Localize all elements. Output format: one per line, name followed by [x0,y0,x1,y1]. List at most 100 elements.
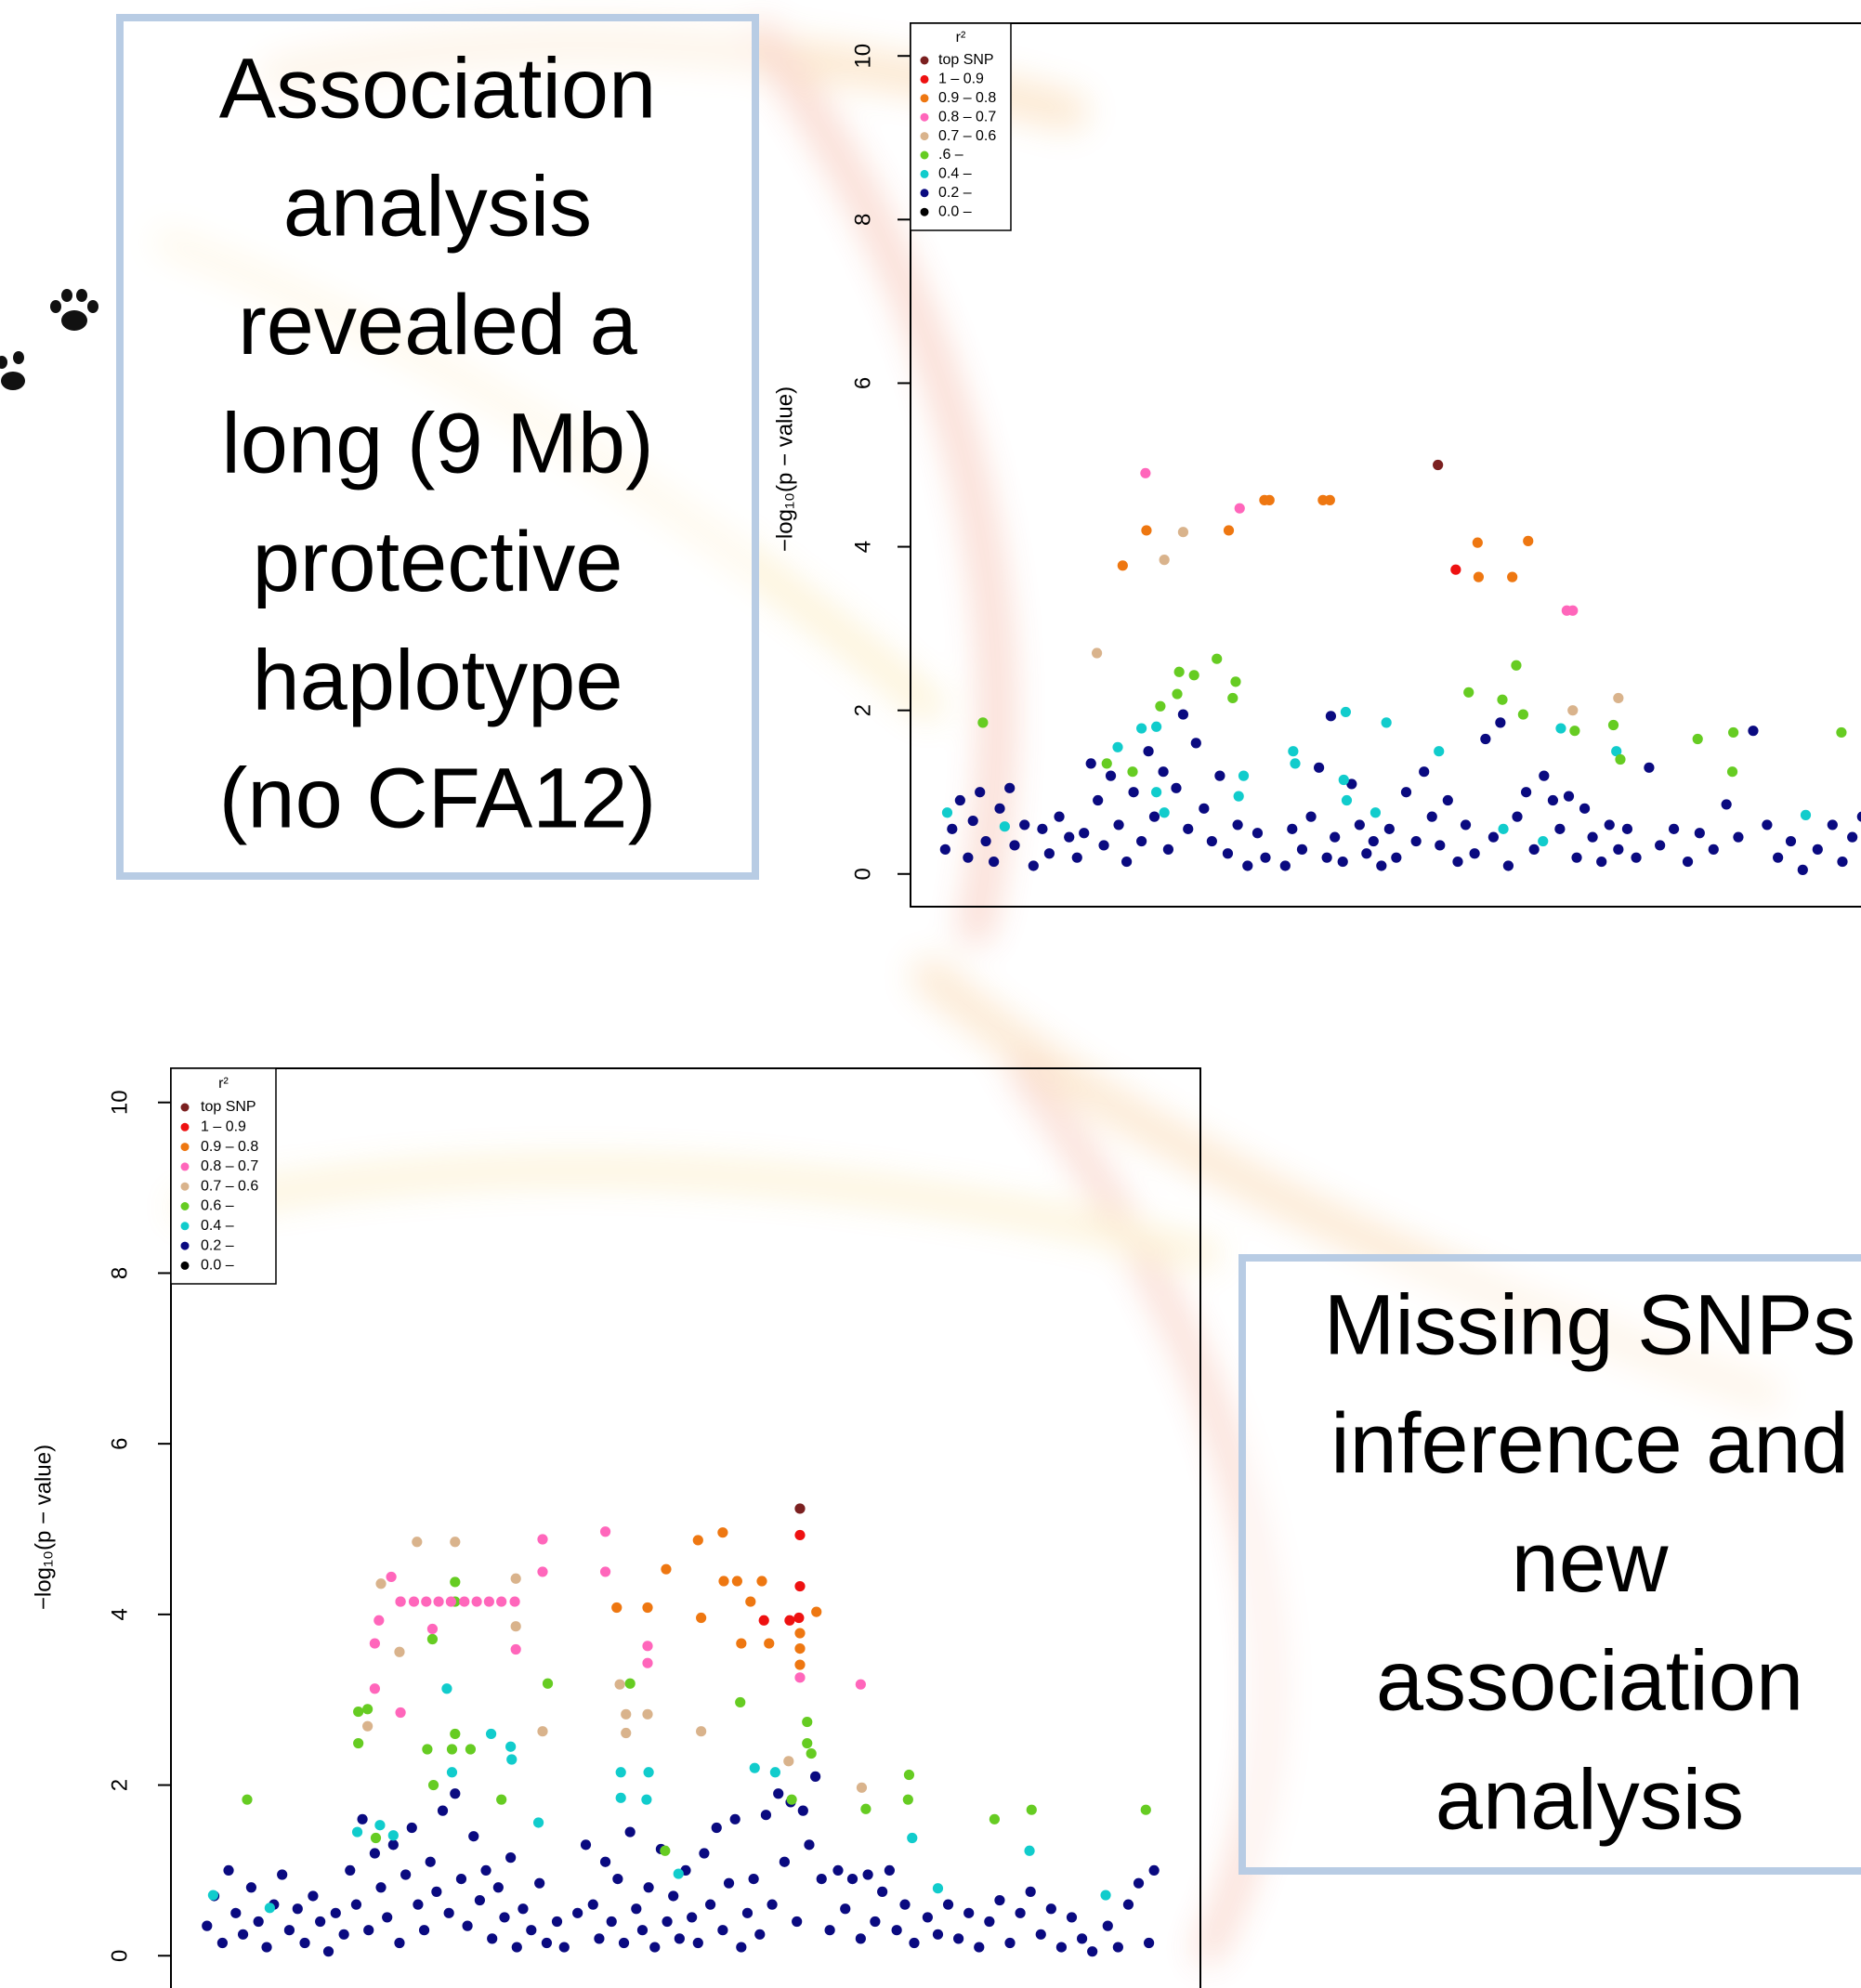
data-point [1668,823,1680,834]
data-point [1435,840,1446,851]
data-point [345,1864,356,1877]
data-point [618,1937,630,1949]
legend-label: top SNP [938,52,994,68]
data-point [1279,860,1291,871]
data-point [455,1873,467,1885]
data-point [1837,856,1848,868]
data-point [1158,766,1169,778]
data-point [1133,1877,1145,1889]
data-point [662,1916,673,1928]
data-point [1136,723,1147,734]
data-point [642,1641,653,1652]
data-point [1159,807,1170,818]
data-point [1141,525,1152,536]
data-point [1117,560,1128,571]
legend-label: 0.8 – 0.7 [938,109,996,124]
data-point [1621,823,1633,834]
data-point [1015,1907,1026,1918]
data-point [718,1576,729,1587]
data-point [537,1566,548,1577]
y-tick-label: 8 [850,214,875,226]
text-box [116,14,759,880]
data-point [277,1869,288,1880]
data-point [1521,787,1532,798]
data-point [1214,770,1225,781]
data-point [1004,782,1016,793]
data-point [668,1890,679,1902]
data-point [541,1937,553,1949]
y-axis-label: −log₁₀(p − value) [31,1445,56,1610]
data-point [862,1869,873,1880]
data-point [1199,803,1210,814]
data-point [587,1899,598,1910]
data-point [846,1873,858,1885]
data-point [1105,770,1117,781]
data-point [1512,811,1523,822]
data-point [422,1744,433,1755]
data-point [754,1929,766,1940]
data-point [292,1903,303,1915]
data-point [1381,717,1392,728]
data-point [1523,535,1534,546]
data-point [783,1756,794,1767]
data-point [1368,835,1379,847]
legend-title: r² [956,30,966,46]
data-point [230,1907,242,1918]
data-point [1122,1899,1134,1910]
data-point [1136,835,1147,847]
data-point [999,821,1010,832]
data-point [237,1929,249,1940]
data-point [1264,494,1275,505]
data-point [794,1529,806,1541]
data-point [542,1678,554,1689]
data-point [899,1899,911,1910]
data-point [357,1813,368,1825]
data-point [606,1916,617,1928]
data-point [1128,787,1139,798]
data-point [599,1566,611,1577]
data-point [1655,840,1666,851]
data-point [1171,782,1182,793]
data-point [1100,1890,1111,1901]
box-text-line: analysis [1435,1752,1744,1847]
data-point [353,1737,364,1749]
data-point [1613,844,1624,855]
data-point [1728,726,1739,739]
data-point [465,1744,477,1755]
data-point [1463,687,1474,698]
data-point [1055,1942,1068,1953]
y-tick-label: 4 [850,541,875,553]
data-point [1721,799,1732,810]
data-point [764,1638,775,1649]
data-point [362,1704,374,1715]
data-point [696,1726,707,1737]
data-point [261,1942,272,1953]
data-point [1177,709,1189,720]
data-point [499,1912,510,1923]
data-point [505,1852,517,1864]
y-tick-label: 2 [850,704,875,716]
data-point [395,1596,406,1607]
data-point [1400,787,1412,798]
data-point [994,1894,1005,1906]
data-point [967,815,978,827]
data-point [939,844,950,855]
data-point [1222,848,1234,859]
data-point [784,1615,795,1626]
data-point [1487,831,1499,843]
data-point [699,1848,710,1859]
data-point [1460,819,1472,831]
legend-swatch [920,94,929,103]
data-point [480,1864,491,1877]
data-point [1708,844,1719,855]
data-point [496,1596,507,1607]
data-point [474,1894,485,1906]
data-point [580,1839,592,1851]
data-point [510,1643,521,1655]
y-tick-label: 2 [107,1779,132,1791]
data-point [615,1767,626,1778]
legend-label: 0.7 – 0.6 [938,128,996,144]
data-point [446,1744,458,1755]
data-point [1563,791,1575,802]
